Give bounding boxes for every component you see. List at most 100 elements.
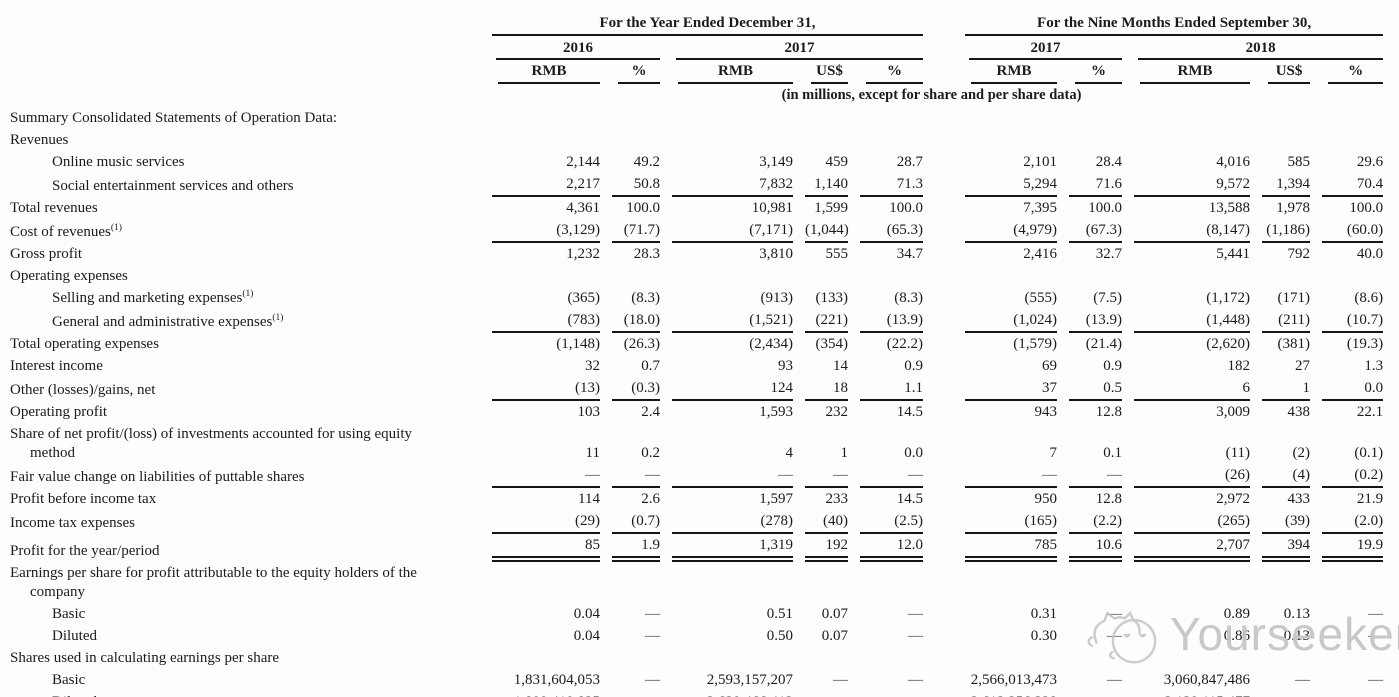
table-row: Fair value change on liabilities of putt… (0, 464, 1384, 488)
value-cell: (2,434) (749, 336, 793, 352)
value-cell: — (1107, 606, 1123, 622)
value-cell: — (1310, 691, 1383, 697)
row-label: Revenues (10, 132, 69, 148)
table-row: Other (losses)/gains, net (13) (0.3) 124 18 1… (0, 377, 1384, 401)
row-label: General and administrative expenses(1) (52, 313, 284, 330)
value-cell: 1,394 (1250, 173, 1311, 197)
value-cell: 2,101 (1023, 154, 1058, 170)
value-cell: (2.0) (1310, 510, 1384, 534)
value-cell: 71.6 (1057, 173, 1123, 197)
value-cell: 40.0 (1356, 246, 1384, 262)
value-cell: (1,044) (793, 219, 849, 243)
value-cell: (2) (1292, 445, 1311, 461)
value-cell: (278) (660, 510, 793, 534)
value-cell (600, 129, 660, 151)
table-row: Total operating expenses (1,148) (26.3) (2,… (0, 333, 1383, 355)
value-cell: 50.8 (600, 173, 660, 197)
header-nine-months-group: For the Nine Months Ended September 30, (953, 14, 1384, 36)
group-gap (923, 464, 953, 488)
table-row: Gross profit 1,232 28.3 3,810 555 34.7 2,416 32… (0, 243, 1383, 265)
value-cell (953, 107, 1057, 129)
header-col-rmb: RMB (660, 60, 793, 84)
value-cell (953, 265, 1057, 287)
value-cell (953, 647, 1057, 669)
value-cell: — (480, 464, 600, 488)
value-cell: — (1057, 464, 1123, 488)
value-cell: 1,597 (759, 491, 793, 507)
value-cell: 1,978 (1276, 200, 1311, 216)
row-label: Operating expenses (10, 268, 128, 284)
value-cell: (1,521) (660, 309, 793, 333)
value-cell (848, 265, 923, 287)
value-cell: — (793, 464, 848, 488)
value-cell: (13.9) (1057, 309, 1123, 333)
group-gap (923, 691, 953, 697)
value-cell (600, 647, 660, 669)
row-label: Profit for the year/period (10, 543, 160, 559)
header-ninemonths-2017: 2017 (953, 36, 1123, 60)
value-cell: 0.07 (821, 628, 848, 644)
row-label: Share of net profit/(loss) of investment… (10, 426, 412, 461)
value-cell: 12.0 (848, 534, 924, 562)
value-cell: (8.6) (1354, 290, 1384, 306)
value-cell: 19.9 (1310, 534, 1384, 562)
row-label: Fair value change on liabilities of putt… (10, 469, 305, 485)
group-gap (923, 669, 953, 691)
value-cell: 2,566,013,473 (970, 672, 1058, 688)
header-col-rmb: RMB (953, 60, 1058, 84)
row-label: Other (losses)/gains, net (10, 382, 156, 398)
value-cell: 0.13 (1283, 606, 1311, 622)
value-cell: (2.2) (1057, 510, 1123, 534)
value-cell: 1.9 (600, 534, 660, 562)
value-cell (1250, 129, 1310, 151)
group-gap (923, 107, 953, 129)
value-cell: 21.9 (1356, 491, 1384, 507)
value-cell: — (1107, 672, 1123, 688)
value-cell (1250, 562, 1310, 603)
value-cell: 32.7 (1095, 246, 1123, 262)
value-cell: (3,129) (480, 219, 600, 243)
group-gap (923, 14, 953, 36)
group-gap (923, 197, 953, 219)
value-cell: 233 (825, 491, 849, 507)
value-cell (793, 265, 848, 287)
group-gap (923, 60, 953, 84)
value-cell: (4,979) (953, 219, 1058, 243)
group-gap (923, 36, 953, 60)
table-row: Online music services 2,144 49.2 3,149 459 28… (0, 151, 1383, 173)
value-cell: 85 (480, 534, 600, 562)
header-col-pct: % (1310, 60, 1384, 84)
group-gap (923, 510, 953, 534)
value-cell: 14 (833, 358, 848, 374)
value-cell: — (600, 464, 660, 488)
value-cell: — (1295, 672, 1311, 688)
value-cell: 3,810 (759, 246, 793, 262)
value-cell: (2.5) (848, 510, 924, 534)
value-cell: 1,831,604,053 (513, 672, 600, 688)
value-cell: 950 (1034, 491, 1058, 507)
value-cell (660, 107, 793, 129)
group-gap (923, 423, 953, 464)
row-label: Basic (52, 672, 86, 688)
value-cell: 28.7 (896, 154, 924, 170)
value-cell: (10.7) (1310, 309, 1384, 333)
table-row: Income tax expenses (29) (0.7) (278) (40) (2.… (0, 510, 1384, 534)
value-cell: 943 (1034, 404, 1058, 420)
currency-row: RMB % RMB US$ % RMB % RMB US$ % (0, 60, 1384, 84)
value-cell: 93 (778, 358, 793, 374)
value-cell: (913) (760, 290, 794, 306)
header-year-2016: 2016 (480, 36, 660, 60)
header-col-rmb: RMB (1122, 60, 1251, 84)
value-cell: 2,217 (480, 173, 600, 197)
group-gap (923, 219, 953, 243)
value-cell: — (1107, 628, 1123, 644)
value-cell (1122, 129, 1250, 151)
value-cell: — (645, 628, 660, 644)
value-cell: (8.3) (894, 290, 924, 306)
value-cell (1250, 107, 1310, 129)
value-cell: (26) (1122, 464, 1251, 488)
row-label: Income tax expenses (10, 515, 135, 531)
value-cell (848, 107, 923, 129)
group-gap (923, 625, 953, 647)
table-row: Basic 1,831,604,053 — 2,593,157,207 — — 2,566,… (0, 669, 1383, 691)
